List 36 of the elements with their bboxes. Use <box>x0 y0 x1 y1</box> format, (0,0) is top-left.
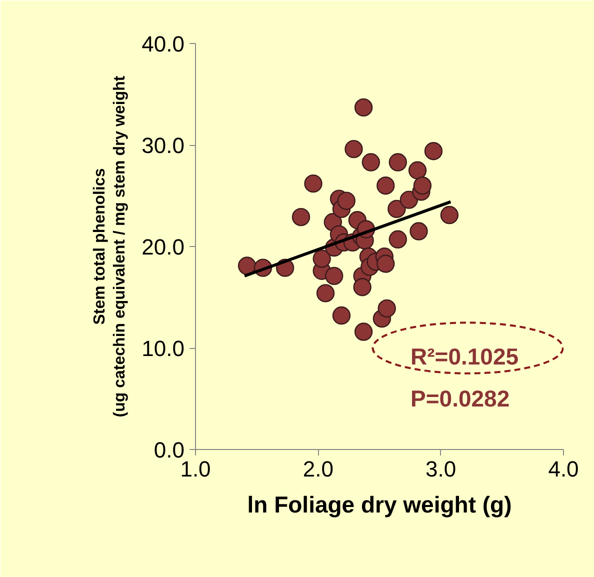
point <box>410 222 428 240</box>
point <box>388 200 406 218</box>
x-axis-title: ln Foliage dry weight (g) <box>247 492 512 518</box>
point <box>388 230 407 248</box>
point <box>344 140 363 158</box>
x-tick-label: 3.0 <box>426 456 456 482</box>
point <box>312 250 331 268</box>
x-tick-label: 2.0 <box>302 456 334 482</box>
y-axis-title: Stem total phenolics (ug catechin equivalent / mg stem dry weight <box>91 75 129 418</box>
point <box>325 266 344 286</box>
annotation: P=0.0282 <box>410 386 510 412</box>
point <box>408 161 427 180</box>
x-tick-label: 4.0 <box>548 456 579 482</box>
y-tick-label: 30.0 <box>142 133 185 158</box>
point <box>413 176 432 195</box>
y-tick-label: 20.0 <box>142 234 185 260</box>
point <box>362 153 380 172</box>
y-tick-label: 10.0 <box>142 336 185 361</box>
point <box>238 256 256 275</box>
point <box>376 254 395 273</box>
y-tick-label: 40.0 <box>142 32 185 56</box>
point <box>292 208 310 226</box>
point <box>400 190 418 209</box>
point <box>440 206 459 224</box>
point <box>388 153 407 172</box>
point <box>424 142 443 160</box>
point <box>378 299 396 318</box>
point <box>354 322 373 341</box>
point <box>354 98 373 117</box>
point <box>353 278 372 296</box>
point <box>332 306 351 325</box>
point <box>337 192 356 210</box>
point <box>304 174 322 193</box>
point <box>316 284 335 302</box>
point <box>376 176 395 195</box>
annotation: R²=0.1025 <box>410 344 519 370</box>
